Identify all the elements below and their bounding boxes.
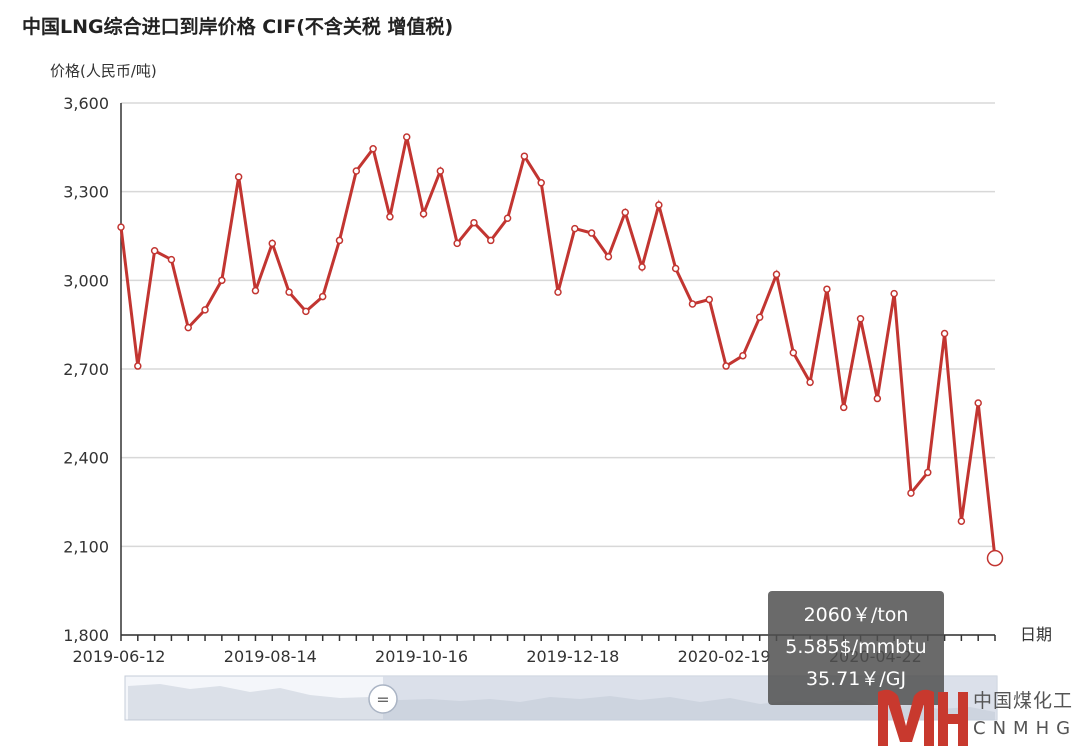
slider-handle[interactable] xyxy=(368,684,398,714)
data-point[interactable] xyxy=(940,329,949,338)
data-point[interactable] xyxy=(386,213,394,221)
x-tick-labels: 2019-06-12 2019-08-14 2019-10-16 2019-12-18… xyxy=(73,647,922,666)
data-point[interactable] xyxy=(503,214,512,223)
y-tick-label: 2,100 xyxy=(63,537,109,556)
data-point[interactable] xyxy=(671,264,680,273)
data-point[interactable] xyxy=(285,288,293,296)
data-point[interactable] xyxy=(739,351,747,360)
data-point[interactable] xyxy=(218,276,226,285)
y-tick-label: 3,600 xyxy=(63,94,109,113)
data-point[interactable] xyxy=(453,239,461,248)
data-point[interactable] xyxy=(839,403,848,412)
data-point[interactable] xyxy=(352,167,361,175)
logo-mark-icon xyxy=(878,689,968,746)
tooltip-price-mmbtu: 5.585$/mmbtu xyxy=(785,636,927,658)
logo-chinese-text: 中国煤化工 xyxy=(973,690,1074,712)
data-point[interactable] xyxy=(722,362,730,370)
y-tick-label: 2,700 xyxy=(63,360,109,379)
data-point[interactable] xyxy=(419,210,428,218)
data-point[interactable] xyxy=(621,208,629,217)
series-line xyxy=(119,136,997,559)
data-point[interactable] xyxy=(873,394,882,403)
data-points xyxy=(117,133,1004,567)
y-tick-labels: 3,600 3,300 3,000 2,700 2,400 2,100 1,800 xyxy=(63,94,109,645)
data-point[interactable] xyxy=(470,218,478,227)
data-point[interactable] xyxy=(117,223,125,231)
y-tick-label: 3,300 xyxy=(63,183,109,202)
tooltip-price-ton: 2060￥/ton xyxy=(803,604,909,626)
data-point[interactable] xyxy=(772,270,781,279)
data-point[interactable] xyxy=(487,236,495,245)
data-point[interactable] xyxy=(655,201,663,209)
logo-english-text: CNMHG xyxy=(973,718,1078,739)
data-point[interactable] xyxy=(436,167,445,175)
cnmhg-logo: 中国煤化工 CNMHG xyxy=(876,686,1080,748)
data-point[interactable] xyxy=(184,323,192,332)
data-point[interactable] xyxy=(957,517,966,525)
y-tick-label: 3,000 xyxy=(63,271,109,290)
data-point[interactable] xyxy=(150,247,159,255)
slider-handle-label: = xyxy=(376,690,389,709)
y-tick-label: 2,400 xyxy=(63,449,109,468)
gridlines xyxy=(120,102,995,636)
data-point[interactable] xyxy=(318,292,327,301)
data-point[interactable] xyxy=(688,300,697,308)
x-tick-label: 2020-02-19 xyxy=(678,647,771,666)
tooltip-price-gj: 35.71￥/GJ xyxy=(805,668,907,690)
data-point[interactable] xyxy=(369,145,377,153)
x-axis-label: 日期 xyxy=(1020,625,1052,644)
data-point[interactable] xyxy=(537,179,545,187)
data-point[interactable] xyxy=(251,286,260,295)
data-point[interactable] xyxy=(520,152,529,160)
x-tick-label: 2019-08-14 xyxy=(224,647,317,666)
data-point[interactable] xyxy=(234,173,243,181)
data-point[interactable] xyxy=(302,307,310,316)
data-point[interactable] xyxy=(924,468,932,477)
data-point[interactable] xyxy=(335,236,344,245)
data-point[interactable] xyxy=(755,313,764,322)
y-tick-label: 1,800 xyxy=(63,626,109,645)
data-point[interactable] xyxy=(587,229,596,237)
data-point[interactable] xyxy=(806,378,814,387)
data-point[interactable] xyxy=(167,255,176,264)
data-point[interactable] xyxy=(571,224,579,233)
x-tick-label: 2019-06-12 xyxy=(73,647,166,666)
data-point[interactable] xyxy=(907,489,915,497)
data-point[interactable] xyxy=(638,263,646,271)
data-point[interactable] xyxy=(554,288,562,296)
data-point[interactable] xyxy=(268,239,277,248)
data-point[interactable] xyxy=(134,362,142,370)
data-point[interactable] xyxy=(974,399,982,407)
y-axis-label: 价格(人民币/吨) xyxy=(50,62,157,80)
data-point[interactable] xyxy=(201,306,209,314)
slider-preview-shape xyxy=(128,684,995,720)
x-tick-label: 2019-10-16 xyxy=(375,647,468,666)
data-point[interactable] xyxy=(823,285,831,293)
data-point-highlighted[interactable] xyxy=(986,549,1004,567)
data-point[interactable] xyxy=(856,315,865,323)
x-tick-label: 2019-12-18 xyxy=(526,647,619,666)
data-tooltip: 2060￥/ton 5.585$/mmbtu 35.71￥/GJ xyxy=(768,591,944,705)
data-point[interactable] xyxy=(604,252,613,261)
chart-title: 中国LNG综合进口到岸价格 CIF(不含关税 增值税) xyxy=(22,16,454,38)
data-point[interactable] xyxy=(789,348,798,357)
data-point[interactable] xyxy=(402,133,411,141)
data-point[interactable] xyxy=(705,295,714,304)
data-point[interactable] xyxy=(890,289,898,298)
